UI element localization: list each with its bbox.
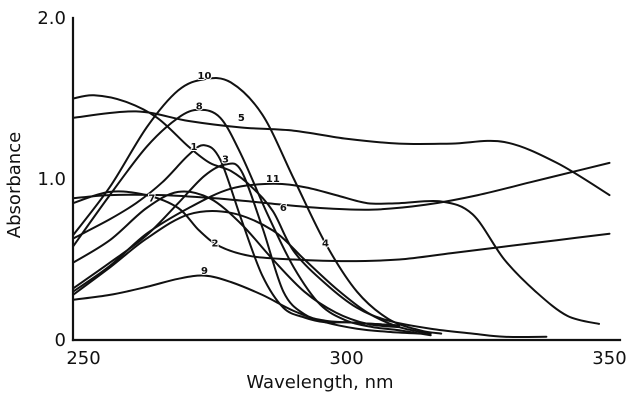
series-line-12 <box>72 94 548 339</box>
series-line-6 <box>72 161 611 211</box>
curve-label-7: 7 <box>148 193 155 204</box>
curve-label-1: 1 <box>190 142 197 153</box>
series-line-1 <box>72 144 401 327</box>
curve-label-5: 5 <box>238 113 245 124</box>
x-tick-label: 350 <box>592 348 626 369</box>
y-axis-title: Absorbance <box>4 132 25 238</box>
plot-area: 1 2 3 4 5 6 7 8 9 10 11 <box>72 70 611 339</box>
curve-label-6: 6 <box>280 203 287 214</box>
x-axis-title: Wavelength, nm <box>246 372 393 393</box>
y-tick-label: 0 <box>55 330 66 351</box>
x-tick-label: 250 <box>66 348 100 369</box>
curve-label-11: 11 <box>266 174 280 185</box>
series-line-9 <box>72 274 422 335</box>
curve-label-8: 8 <box>196 102 203 113</box>
series-line-4 <box>72 209 432 335</box>
series-line-11 <box>72 182 600 325</box>
curve-label-2: 2 <box>212 238 219 249</box>
y-tick-label: 2.0 <box>37 8 66 29</box>
curve-label-9: 9 <box>201 266 208 277</box>
tick-labels: 250 300 350 0 1.0 2.0 <box>37 8 626 369</box>
curve-label-4: 4 <box>322 238 329 249</box>
series-line-10 <box>72 77 443 335</box>
x-tick-label: 300 <box>329 348 363 369</box>
series-line-8 <box>72 108 432 337</box>
curve-label-10: 10 <box>198 71 212 82</box>
series-line-5 <box>72 110 611 197</box>
axes <box>71 16 622 342</box>
y-tick-label: 1.0 <box>37 169 66 190</box>
curve-label-3: 3 <box>222 155 229 166</box>
series-line-7 <box>72 190 401 329</box>
